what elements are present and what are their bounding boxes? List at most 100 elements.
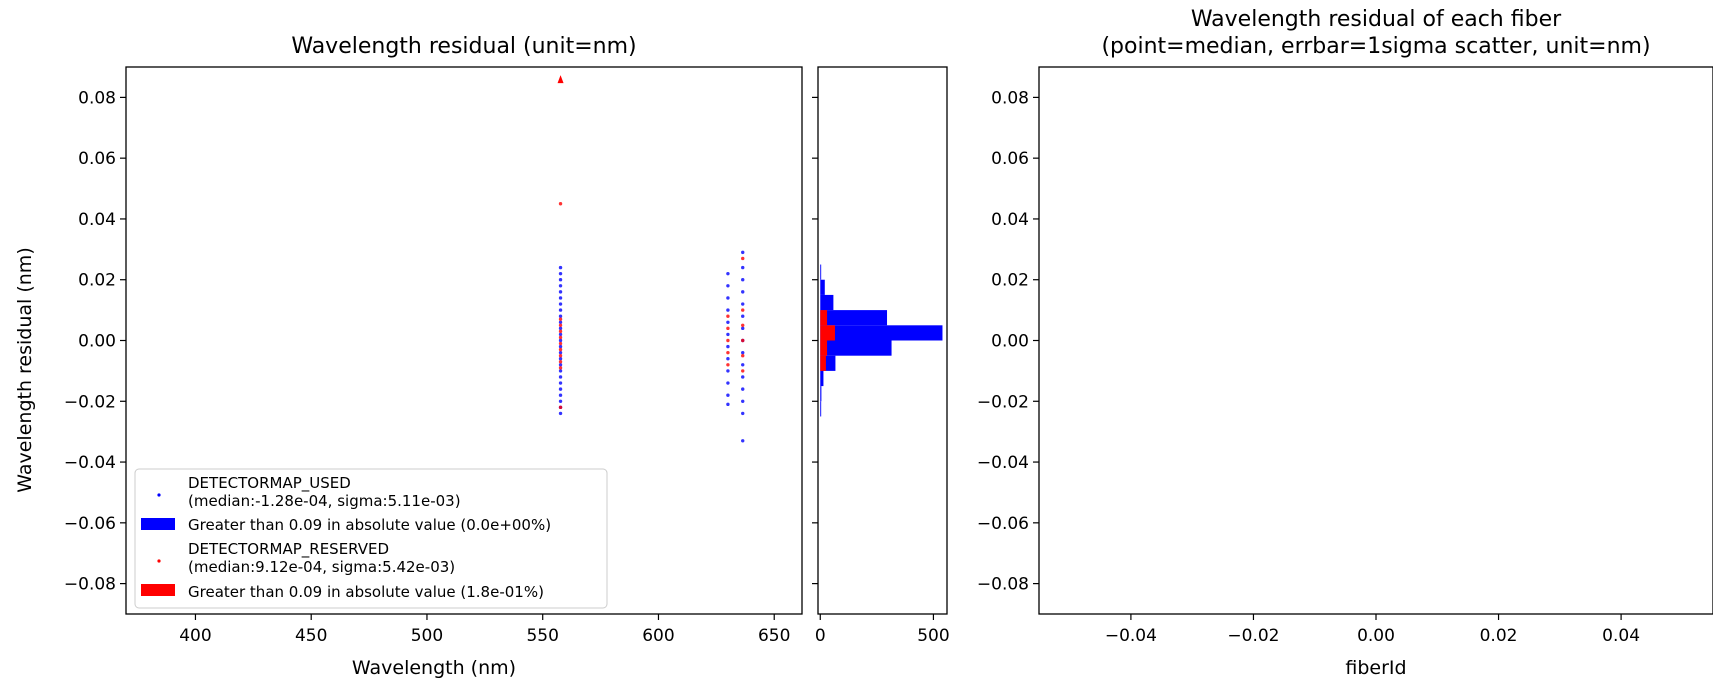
- used-point: [726, 344, 730, 349]
- hist-bar-used: [820, 370, 824, 387]
- histogram-frame: [817, 66, 948, 615]
- used-point: [558, 411, 563, 416]
- hist-bar-used: [820, 325, 943, 341]
- reserved-point: [558, 366, 563, 370]
- used-point: [558, 278, 563, 282]
- used-point: [741, 278, 745, 282]
- reserved-point: [558, 360, 563, 364]
- used-point: [558, 296, 563, 300]
- fiber-residual-subtitle: (point=median, errbar=1sigma scatter, un…: [1101, 34, 1650, 59]
- y-tick-label: −0.06: [64, 514, 116, 534]
- used-point: [726, 296, 730, 300]
- used-point: [558, 357, 563, 361]
- y-tick-label: 0.02: [78, 271, 116, 291]
- fiber-x-tick-label: 0.04: [1602, 626, 1640, 646]
- reserved-point: [558, 317, 563, 321]
- used-point: [726, 332, 730, 337]
- histogram-ticks: 0 500: [812, 96, 950, 646]
- x-tick-label: 650: [758, 626, 790, 646]
- used-point: [558, 320, 563, 324]
- used-point: [558, 381, 563, 385]
- fiber-x-tick-label: 0.02: [1480, 626, 1518, 646]
- used-point: [741, 439, 745, 443]
- legend-reserved-outlier-patch: [141, 584, 175, 596]
- y-tick-label: −0.04: [64, 453, 116, 473]
- hist-bar-used: [820, 279, 825, 295]
- y-tick-label: 0.08: [78, 88, 116, 108]
- used-point: [726, 369, 730, 373]
- used-point: [741, 387, 745, 391]
- hist-bar-used: [820, 294, 834, 311]
- legend-reserved-marker: [157, 559, 161, 563]
- used-point: [558, 290, 563, 294]
- reserved-point: [558, 329, 563, 334]
- y-tick-label: −0.08: [64, 575, 116, 595]
- residual-histogram-panel: 0 500: [812, 66, 950, 646]
- hist-bar-reserved: [820, 355, 826, 371]
- used-point: [558, 399, 563, 403]
- legend-used-stats: (median:-1.28e-04, sigma:5.11e-03): [188, 492, 461, 510]
- reserved-point: [741, 256, 745, 261]
- legend-reserved-outlier-label: Greater than 0.09 in absolute value (1.8…: [188, 583, 544, 601]
- used-point: [558, 369, 563, 373]
- reserved-point: [558, 202, 563, 206]
- reserved-point: [726, 350, 730, 355]
- reserved-point: [558, 335, 563, 340]
- fiber-residual-frame: [1038, 66, 1713, 615]
- y-tick-label: −0.02: [64, 392, 116, 412]
- used-point: [558, 284, 563, 288]
- used-point: [741, 314, 745, 318]
- hist-bar-reserved: [820, 325, 835, 341]
- used-point: [558, 393, 563, 397]
- reserved-point: [558, 347, 563, 352]
- used-point: [726, 357, 730, 361]
- legend-used-marker: [157, 493, 161, 497]
- used-point: [726, 308, 730, 312]
- legend-used-outlier-patch: [141, 518, 175, 530]
- hist-bar-reserved: [820, 310, 828, 326]
- x-tick-label: 550: [526, 626, 558, 646]
- hist-bar-used: [820, 401, 822, 417]
- residual-scatter-xlabel: Wavelength (nm): [352, 657, 516, 679]
- used-point: [558, 387, 563, 391]
- reserved-point: [558, 323, 563, 328]
- hist-bar-used: [820, 264, 822, 280]
- y-tick-label: 0.04: [78, 210, 116, 230]
- hist-bar-used: [820, 386, 822, 402]
- reserved-point: [726, 338, 730, 343]
- hist-bar-reserved: [820, 340, 828, 356]
- fiber-residual-xlabel: fiberId: [1345, 657, 1406, 679]
- fiber-residual-panel: Wavelength residual of each fiber (point…: [977, 7, 1713, 679]
- used-point: [741, 399, 745, 403]
- reserved-point: [726, 363, 730, 367]
- used-point: [741, 290, 745, 294]
- residual-scatter-ylabel: Wavelength residual (nm): [14, 247, 36, 492]
- used-point: [558, 363, 563, 367]
- used-point: [726, 381, 730, 385]
- used-point: [558, 375, 563, 379]
- reserved-point: [558, 353, 563, 358]
- fiber-y-tick-label: 0.00: [991, 332, 1029, 352]
- fiber-y-tick-label: −0.06: [977, 514, 1029, 534]
- used-point: [558, 265, 563, 270]
- used-point: [741, 302, 745, 306]
- reserved-point: [741, 308, 745, 312]
- used-point: [726, 271, 730, 276]
- y-tick-label: 0.00: [78, 332, 116, 352]
- used-point: [741, 350, 745, 355]
- fiber-y-tick-label: 0.08: [991, 88, 1029, 108]
- residual-scatter-title: Wavelength residual (unit=nm): [291, 34, 636, 59]
- y-tick-label: 0.06: [78, 149, 116, 169]
- reserved-point: [726, 314, 730, 318]
- residual-scatter-frame: [125, 66, 803, 615]
- histogram-bars: [820, 264, 943, 417]
- reserved-point: [726, 326, 730, 331]
- used-point: [726, 320, 730, 324]
- fiber-y-tick-label: −0.02: [977, 392, 1029, 412]
- reserved-point: [741, 323, 745, 328]
- reserved-point: [741, 369, 745, 373]
- fiber-residual-ticks: −0.08 −0.06 −0.04 −0.02 0.00 0.02 0.04 0.06 0.08…: [977, 88, 1640, 646]
- legend-reserved-stats: (median:9.12e-04, sigma:5.42e-03): [188, 558, 455, 576]
- hist-bar-used: [820, 310, 888, 326]
